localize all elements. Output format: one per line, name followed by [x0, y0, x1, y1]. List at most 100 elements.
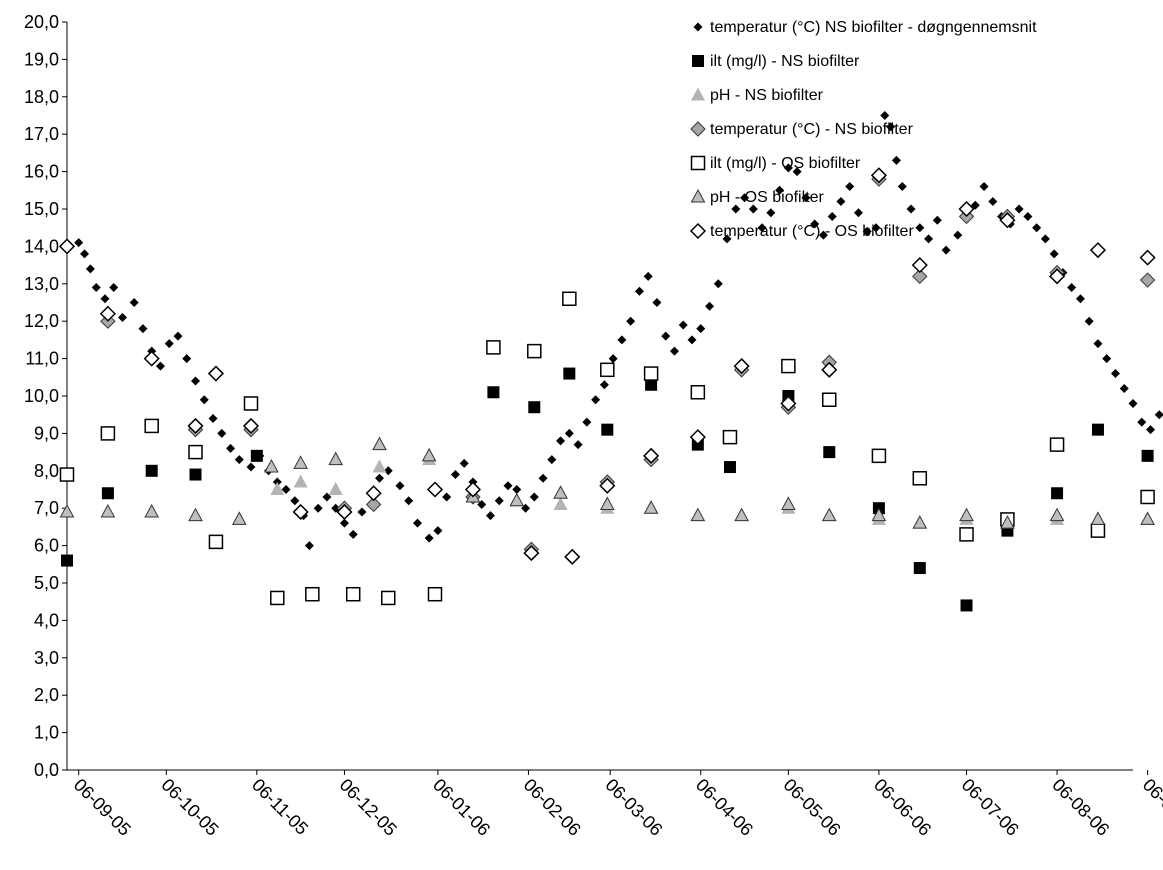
- data-point: [207, 365, 225, 382]
- data-point: [690, 507, 706, 522]
- data-point: [880, 111, 890, 120]
- legend-entry: pH - NS biofilter: [691, 87, 824, 104]
- legend-label: temperatur (°C) - NS biofilter: [710, 121, 914, 138]
- data-point: [459, 458, 469, 468]
- y-tick-label: 3,0: [34, 648, 59, 668]
- data-point: [61, 554, 73, 567]
- series-3: [60, 452, 1155, 529]
- data-point: [365, 496, 382, 513]
- x-tick-label: 06-06-06: [870, 775, 935, 840]
- data-point: [191, 376, 201, 386]
- data-point: [421, 447, 437, 462]
- data-point: [101, 487, 114, 500]
- data-point: [100, 503, 116, 518]
- data-point: [871, 448, 887, 464]
- data-point: [189, 468, 202, 481]
- data-point: [164, 339, 174, 349]
- data-point: [538, 473, 548, 483]
- data-point: [836, 197, 846, 207]
- data-point: [529, 492, 539, 502]
- data-point: [527, 343, 542, 359]
- data-point: [372, 436, 387, 451]
- series-1: [74, 111, 1163, 551]
- data-point: [217, 428, 227, 438]
- x-tick-label: 06-07-06: [958, 775, 1023, 840]
- data-point: [643, 500, 659, 514]
- series-2: [61, 367, 1154, 612]
- data-point: [591, 395, 601, 405]
- data-point: [1102, 354, 1112, 364]
- data-point: [959, 527, 974, 542]
- x-axis-tick-labels: 06-09-05 06-10-05 06-11-05 06-12-05 06-01-06…: [70, 775, 1163, 840]
- data-point: [1141, 449, 1154, 462]
- data-point: [372, 459, 387, 473]
- data-point: [582, 417, 592, 427]
- data-point: [1091, 423, 1104, 436]
- data-point: [305, 586, 320, 602]
- data-point: [821, 361, 838, 378]
- data-point: [313, 503, 323, 513]
- x-tick-label: 06-01-06: [429, 775, 494, 840]
- data-point: [234, 455, 244, 465]
- data-point: [85, 264, 95, 274]
- legend: temperatur (°C) NS biofilter - døgngenne…: [689, 19, 1037, 240]
- series-6: [59, 436, 1155, 529]
- data-point: [264, 459, 279, 473]
- data-point: [643, 447, 660, 464]
- x-tick-label: 06-10-05: [157, 775, 222, 840]
- data-point: [643, 271, 653, 281]
- legend-label: pH - NS biofilter: [710, 87, 824, 104]
- data-point: [144, 503, 160, 518]
- data-point: [144, 418, 159, 434]
- series-7: [58, 167, 1156, 565]
- data-point: [109, 283, 119, 293]
- data-point: [871, 507, 887, 522]
- legend-entry: temperatur (°C) - OS biofilter: [689, 222, 914, 240]
- data-point: [780, 395, 797, 412]
- legend-label: pH - OS biofilter: [710, 189, 824, 206]
- y-tick-label: 17,0: [24, 124, 59, 144]
- data-point: [871, 223, 881, 233]
- data-point: [553, 496, 568, 510]
- data-point: [357, 507, 367, 517]
- legend-label: ilt (mg/l) - NS biofilter: [710, 53, 860, 70]
- data-point: [958, 200, 975, 218]
- data-point: [1139, 249, 1156, 266]
- data-point: [924, 234, 934, 244]
- data-point: [886, 122, 896, 132]
- data-point: [564, 428, 574, 438]
- data-point: [1014, 204, 1024, 214]
- data-point: [99, 305, 116, 322]
- data-point: [523, 545, 540, 562]
- data-point: [766, 208, 776, 218]
- data-point: [328, 482, 343, 495]
- data-point: [424, 533, 434, 543]
- data-point: [1137, 417, 1147, 427]
- data-point: [270, 590, 285, 606]
- data-point: [870, 167, 887, 184]
- y-tick-label: 0,0: [34, 760, 59, 780]
- data-point: [464, 481, 482, 498]
- data-point: [365, 485, 382, 502]
- data-point: [199, 395, 209, 405]
- data-point: [1067, 283, 1077, 293]
- data-point: [1023, 211, 1033, 221]
- y-tick-label: 8,0: [34, 461, 59, 481]
- data-point: [652, 298, 662, 307]
- data-point: [1089, 242, 1107, 259]
- data-point: [959, 507, 974, 522]
- data-point: [117, 312, 127, 322]
- data-point: [293, 474, 308, 488]
- data-point: [783, 163, 793, 173]
- y-tick-label: 1,0: [34, 723, 59, 743]
- data-point: [1051, 487, 1064, 500]
- data-point: [775, 185, 785, 195]
- data-point: [1140, 489, 1155, 505]
- data-point: [781, 496, 796, 510]
- data-point: [145, 464, 158, 477]
- data-point: [292, 503, 309, 521]
- data-point: [781, 358, 796, 374]
- data-point: [1090, 523, 1106, 538]
- legend-marker: [692, 55, 704, 67]
